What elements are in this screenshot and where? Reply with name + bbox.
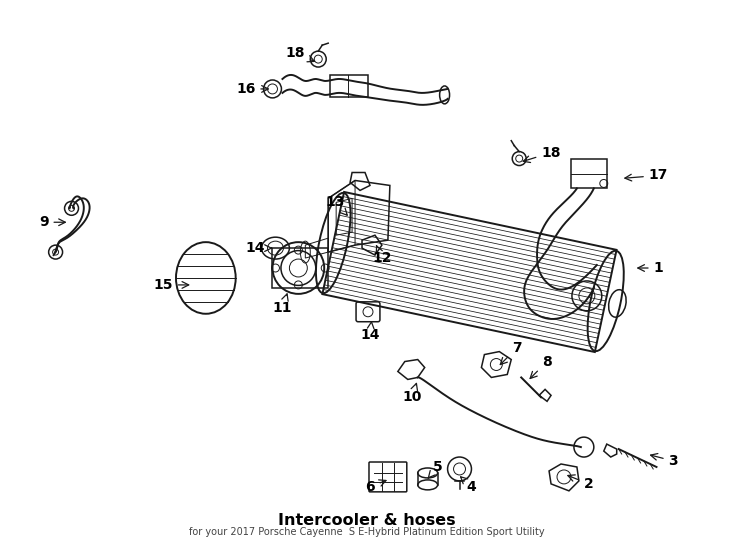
Text: 4: 4 (461, 477, 476, 494)
Text: Intercooler & hoses: Intercooler & hoses (278, 513, 456, 528)
Text: 13: 13 (325, 195, 347, 215)
Text: 12: 12 (372, 246, 392, 265)
Text: 5: 5 (428, 460, 443, 478)
Text: 15: 15 (153, 278, 189, 292)
Text: 3: 3 (650, 454, 678, 468)
Text: 14: 14 (360, 322, 379, 342)
Text: 9: 9 (39, 215, 65, 230)
Text: 8: 8 (530, 355, 552, 379)
Text: 11: 11 (273, 294, 292, 315)
Text: 7: 7 (501, 341, 522, 364)
Text: for your 2017 Porsche Cayenne  S E-Hybrid Platinum Edition Sport Utility: for your 2017 Porsche Cayenne S E-Hybrid… (189, 526, 545, 537)
Text: 18: 18 (523, 146, 561, 163)
Text: 2: 2 (568, 475, 594, 491)
Text: 18: 18 (286, 46, 314, 62)
Text: 17: 17 (625, 168, 668, 183)
Text: 16: 16 (236, 82, 269, 96)
Text: 10: 10 (402, 383, 421, 404)
Text: 6: 6 (366, 480, 386, 494)
Text: 14: 14 (246, 241, 272, 255)
Text: 1: 1 (638, 261, 664, 275)
